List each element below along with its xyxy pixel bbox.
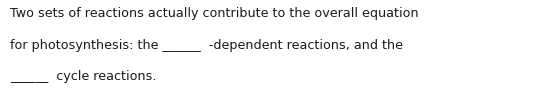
Text: Two sets of reactions actually contribute to the overall equation: Two sets of reactions actually contribut… xyxy=(10,7,418,20)
Text: for photosynthesis: the ______  -dependent reactions, and the: for photosynthesis: the ______ -dependen… xyxy=(10,39,403,52)
Text: ______  cycle reactions.: ______ cycle reactions. xyxy=(10,70,157,83)
